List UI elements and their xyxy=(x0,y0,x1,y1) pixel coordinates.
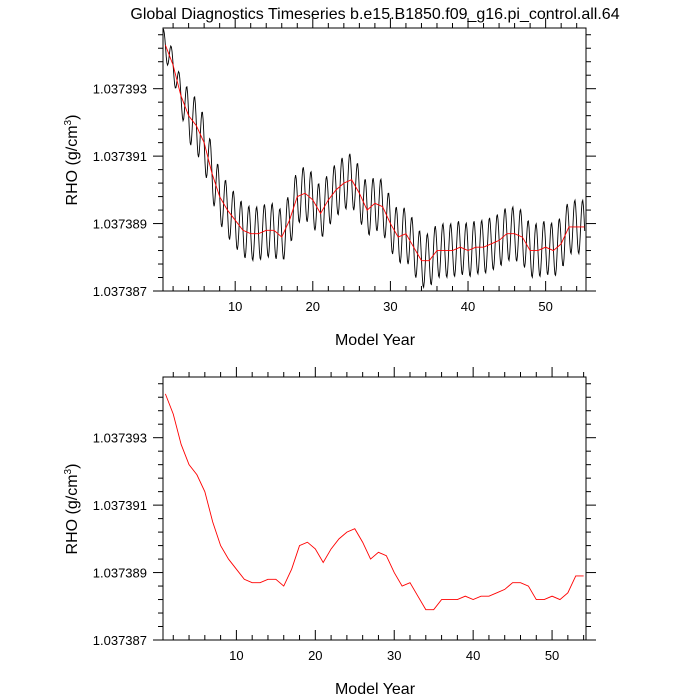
top-y-label-close: ) xyxy=(64,115,81,120)
top-y-label-base: RHO (g/cm xyxy=(64,125,81,205)
bottom-y-tick-label: 1.037387 xyxy=(93,633,147,648)
bottom-y-tick-label: 1.037389 xyxy=(93,566,147,581)
bottom-x-tick-label: 20 xyxy=(308,648,322,663)
bottom-y-axis-label: RHO (g/cm3) xyxy=(63,464,81,555)
bottom-y-label-sup: 3 xyxy=(63,468,74,474)
top-plot-frame xyxy=(162,27,587,292)
top-x-tick-label: 10 xyxy=(228,299,242,314)
bottom-x-tick-label: 50 xyxy=(545,648,559,663)
top-y-tick-label: 1.037393 xyxy=(93,82,147,97)
top-y-label-sup: 3 xyxy=(63,119,74,125)
bottom-x-tick-label: 10 xyxy=(229,648,243,663)
bottom-tick-marks xyxy=(153,367,596,641)
top-y-tick-label: 1.037389 xyxy=(93,217,147,232)
bottom-y-label-close: ) xyxy=(64,464,81,469)
bottom-x-tick-label: 40 xyxy=(466,648,480,663)
bottom-y-tick-label: 1.037393 xyxy=(93,431,147,446)
bottom-panel: 10 20 30 40 50 1.037387 1.037389 1.037391 1.0373… xyxy=(63,367,596,698)
top-series-monthly-line xyxy=(162,28,586,290)
top-x-tick-label: 20 xyxy=(306,299,320,314)
bottom-y-tick-label: 1.037391 xyxy=(93,498,147,513)
bottom-plot-frame xyxy=(162,376,587,641)
top-series-annual-mean-line xyxy=(164,44,585,262)
top-x-axis-label: Model Year xyxy=(335,332,416,349)
bottom-y-label-base: RHO (g/cm xyxy=(64,474,81,554)
top-y-axis-label: RHO (g/cm3) xyxy=(63,115,81,206)
top-panel: 10 20 30 40 50 1.037387 1.037389 1.037391 1.0373… xyxy=(63,18,596,349)
bottom-series-annual-mean-line xyxy=(164,393,584,611)
top-series-group xyxy=(162,28,586,290)
top-tick-marks xyxy=(153,18,596,292)
chart-title: Global Diagnostics Timeseries b.e15.B185… xyxy=(130,6,619,23)
bottom-series-group xyxy=(164,393,584,611)
bottom-x-tick-label: 30 xyxy=(387,648,401,663)
top-x-tick-label: 40 xyxy=(461,299,475,314)
bottom-x-axis-label: Model Year xyxy=(335,681,416,698)
top-y-tick-label: 1.037391 xyxy=(93,149,147,164)
bottom-tick-labels: 10 20 30 40 50 1.037387 1.037389 1.037391 1.0373… xyxy=(93,431,560,663)
top-tick-labels: 10 20 30 40 50 1.037387 1.037389 1.037391 1.0373… xyxy=(93,82,553,314)
top-x-tick-label: 50 xyxy=(538,299,552,314)
top-y-tick-label: 1.037387 xyxy=(93,284,147,299)
top-x-tick-label: 30 xyxy=(383,299,397,314)
